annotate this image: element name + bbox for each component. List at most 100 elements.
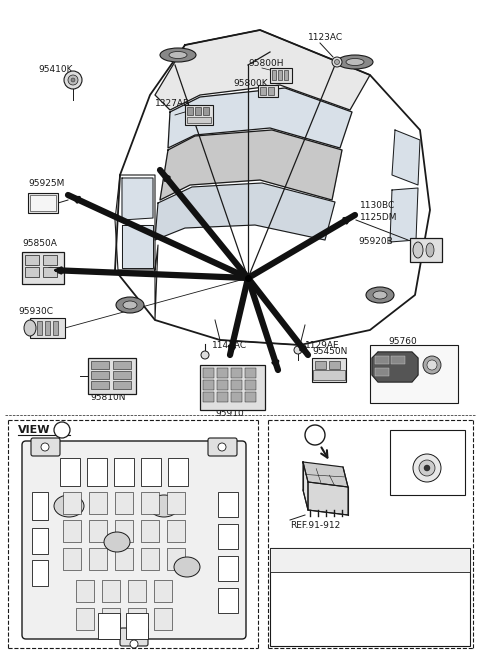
Circle shape — [201, 351, 209, 359]
Bar — [312, 358, 346, 382]
Ellipse shape — [24, 320, 36, 336]
Bar — [245, 368, 256, 378]
Bar — [76, 580, 94, 602]
Bar — [91, 361, 109, 369]
Bar — [28, 193, 58, 213]
Text: 95920B: 95920B — [358, 238, 393, 246]
Bar — [88, 358, 136, 394]
Bar — [141, 520, 159, 542]
Text: 95760: 95760 — [388, 337, 417, 346]
Polygon shape — [155, 30, 370, 110]
Bar — [76, 608, 94, 630]
Bar — [315, 361, 326, 369]
Bar — [154, 580, 172, 602]
Text: PNC: PNC — [343, 555, 364, 565]
Bar — [217, 392, 228, 402]
Bar — [43, 267, 57, 277]
Circle shape — [413, 454, 441, 482]
Bar — [63, 492, 81, 514]
Text: 1141AC: 1141AC — [212, 341, 247, 350]
Bar — [272, 70, 276, 80]
Text: a: a — [226, 563, 230, 572]
Polygon shape — [155, 183, 335, 240]
Bar — [187, 107, 193, 115]
Bar — [268, 87, 274, 95]
Bar — [87, 458, 107, 486]
Bar — [89, 492, 107, 514]
Ellipse shape — [116, 297, 144, 313]
Ellipse shape — [169, 52, 187, 58]
Bar — [167, 548, 185, 570]
Bar — [203, 380, 214, 390]
Circle shape — [68, 75, 78, 85]
Circle shape — [424, 465, 430, 471]
Bar — [375, 356, 389, 364]
Bar — [329, 361, 340, 369]
FancyBboxPatch shape — [208, 438, 237, 456]
Bar — [115, 520, 133, 542]
Ellipse shape — [54, 495, 84, 517]
Bar — [126, 613, 148, 639]
Bar — [270, 68, 292, 83]
Bar — [141, 458, 161, 486]
Text: 95930C: 95930C — [18, 307, 53, 316]
Ellipse shape — [149, 495, 179, 517]
Text: 95224: 95224 — [339, 586, 368, 595]
Text: 95450N: 95450N — [312, 348, 348, 356]
Bar — [113, 361, 131, 369]
Ellipse shape — [413, 242, 423, 258]
Text: a: a — [226, 500, 230, 508]
Circle shape — [71, 78, 75, 82]
Bar — [390, 430, 465, 495]
Bar — [98, 613, 120, 639]
Ellipse shape — [426, 243, 434, 257]
Text: 95810N: 95810N — [90, 394, 125, 403]
Text: 1130BC: 1130BC — [360, 200, 395, 210]
FancyBboxPatch shape — [120, 628, 148, 646]
Bar — [167, 520, 185, 542]
Bar — [218, 588, 238, 613]
Ellipse shape — [160, 48, 196, 62]
Ellipse shape — [346, 58, 364, 66]
Text: 95800H: 95800H — [248, 60, 284, 69]
Text: 95850A: 95850A — [22, 240, 57, 248]
Bar — [25, 255, 39, 265]
Bar — [45, 321, 50, 335]
Text: 95220A: 95220A — [336, 622, 371, 631]
Bar — [187, 117, 211, 123]
Text: POWER RELAY: POWER RELAY — [394, 586, 458, 595]
FancyBboxPatch shape — [31, 438, 60, 456]
Polygon shape — [303, 462, 348, 487]
Circle shape — [41, 443, 49, 451]
Circle shape — [335, 60, 339, 64]
Bar — [278, 70, 282, 80]
Bar — [102, 580, 120, 602]
Ellipse shape — [337, 55, 373, 69]
Bar — [410, 238, 442, 262]
Circle shape — [305, 425, 325, 445]
Bar — [141, 492, 159, 514]
Bar — [218, 492, 238, 517]
Bar — [200, 365, 265, 410]
Text: a: a — [68, 468, 72, 476]
Bar — [231, 392, 242, 402]
Text: a: a — [121, 468, 126, 476]
Text: a: a — [107, 622, 111, 631]
Bar — [370, 345, 458, 403]
Bar — [203, 392, 214, 402]
Text: 1125DM: 1125DM — [360, 214, 397, 223]
Bar — [217, 380, 228, 390]
Circle shape — [332, 57, 342, 67]
Polygon shape — [390, 188, 418, 242]
Bar — [231, 380, 242, 390]
Bar — [195, 107, 201, 115]
Text: b: b — [295, 622, 300, 631]
Bar — [89, 520, 107, 542]
Ellipse shape — [123, 301, 137, 309]
Bar — [128, 608, 146, 630]
Polygon shape — [168, 88, 352, 148]
Bar — [141, 548, 159, 570]
Text: a: a — [134, 622, 139, 631]
Circle shape — [419, 460, 435, 476]
Polygon shape — [308, 482, 348, 515]
